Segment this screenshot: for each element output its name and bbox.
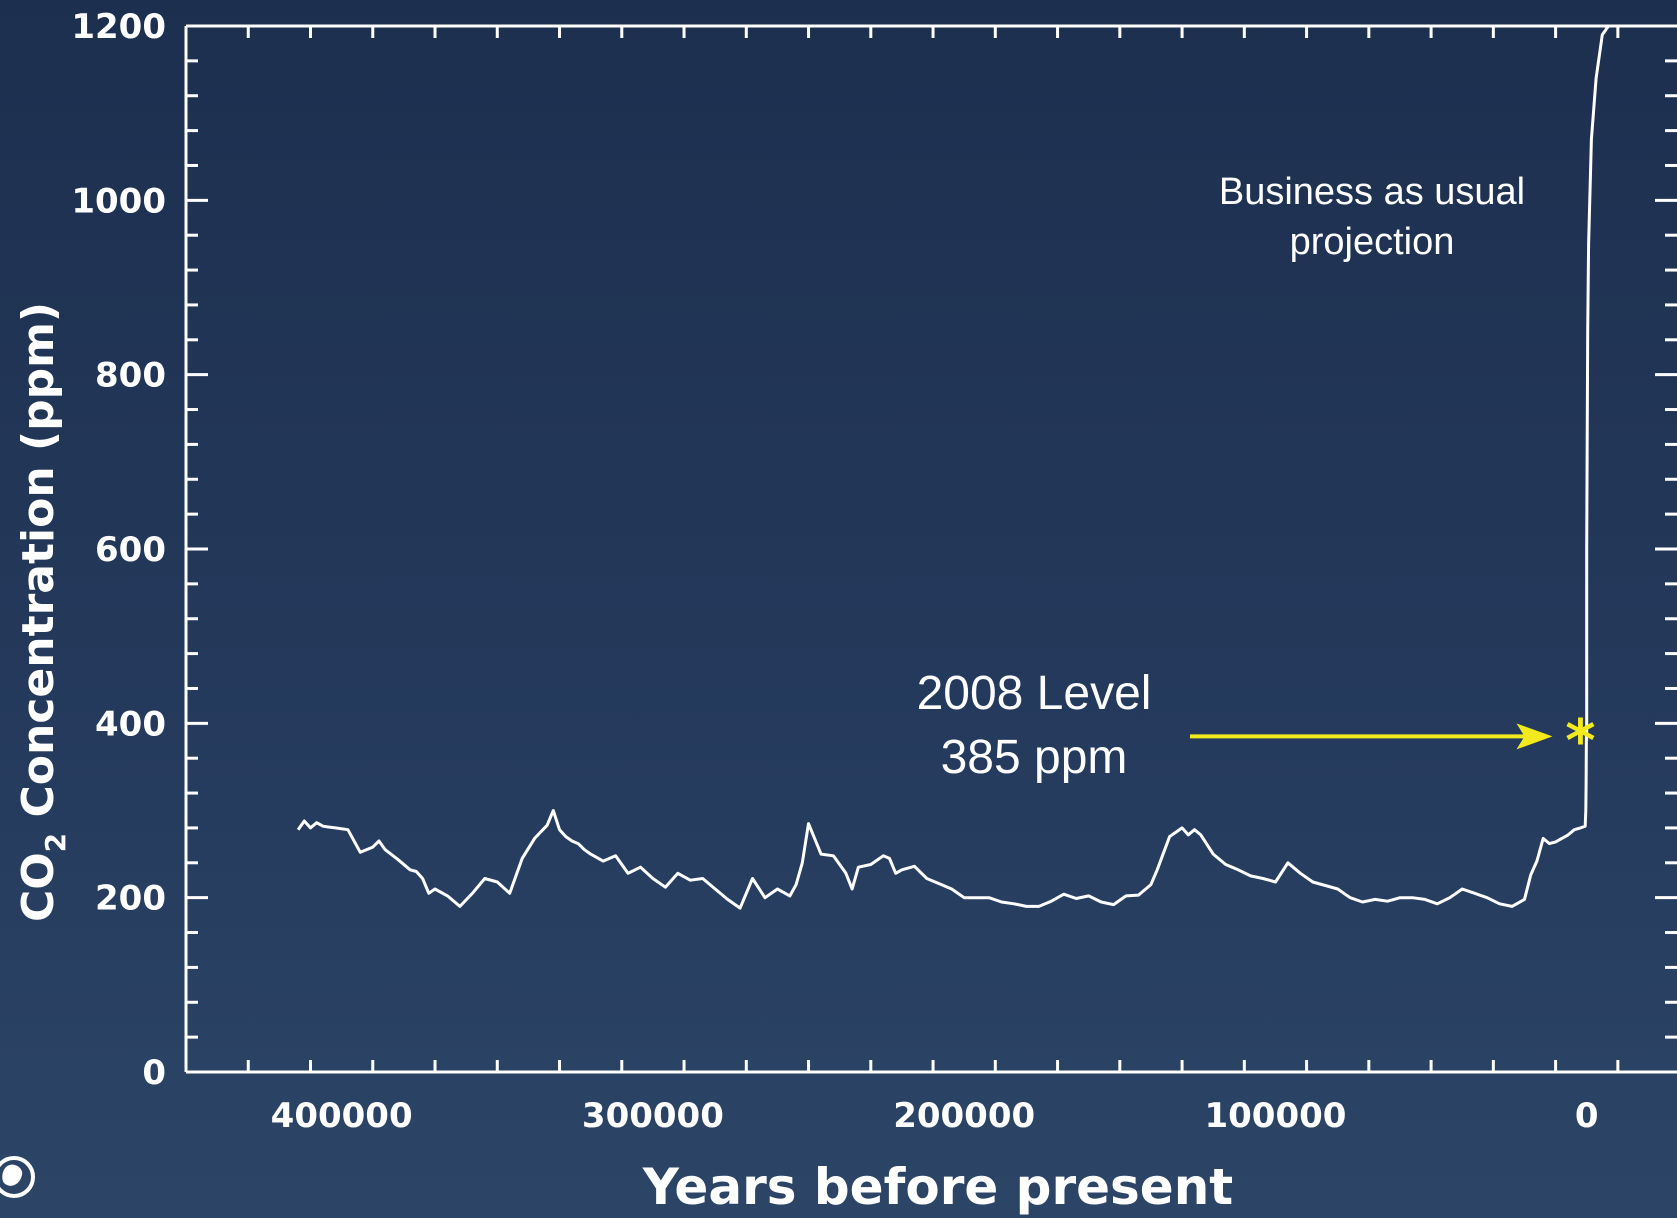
y-tick-label: 200: [95, 879, 166, 919]
level-annotation-line2: 385 ppm: [941, 731, 1128, 784]
x-ticks: 400000 300000 200000 100000 0: [184, 26, 1620, 1136]
y-tick-label: 400: [95, 704, 166, 744]
logo-emblem: [0, 1156, 35, 1198]
y-tick-label: 1000: [71, 181, 166, 221]
x-tick-label: 0: [1575, 1096, 1599, 1136]
level-highlight: *: [1190, 706, 1596, 774]
y-tick-label: 1200: [71, 7, 166, 47]
y-axis-label-co: CO: [13, 852, 64, 922]
level-star-marker: *: [1565, 706, 1595, 774]
y-axis-label-rest: Concentration (ppm): [13, 302, 64, 833]
projection-annotation-line1: Business as usual: [1219, 171, 1525, 213]
x-tick-label: 200000: [893, 1096, 1035, 1136]
x-tick-label: 400000: [271, 1096, 413, 1136]
projection-annotation-line2: projection: [1290, 221, 1455, 263]
y-axis-label-subscript: 2: [39, 833, 72, 852]
y-ticks: 0 200 400 600 800 1000 1200: [71, 7, 1677, 1093]
x-tick-label: 300000: [582, 1096, 724, 1136]
y-tick-label: 0: [142, 1053, 166, 1093]
y-tick-label: 600: [95, 530, 166, 570]
x-tick-label: 100000: [1204, 1096, 1346, 1136]
y-axis-label: CO2 Concentration (ppm): [13, 302, 72, 922]
x-axis-label: Years before present: [642, 1158, 1233, 1216]
y-tick-label: 800: [95, 356, 166, 396]
projection-line: [1585, 24, 1676, 737]
level-arrow-head: [1516, 723, 1553, 750]
historical-co2-line: [296, 734, 1589, 910]
series-layer: [296, 24, 1676, 910]
level-annotation-line1: 2008 Level: [917, 667, 1152, 720]
